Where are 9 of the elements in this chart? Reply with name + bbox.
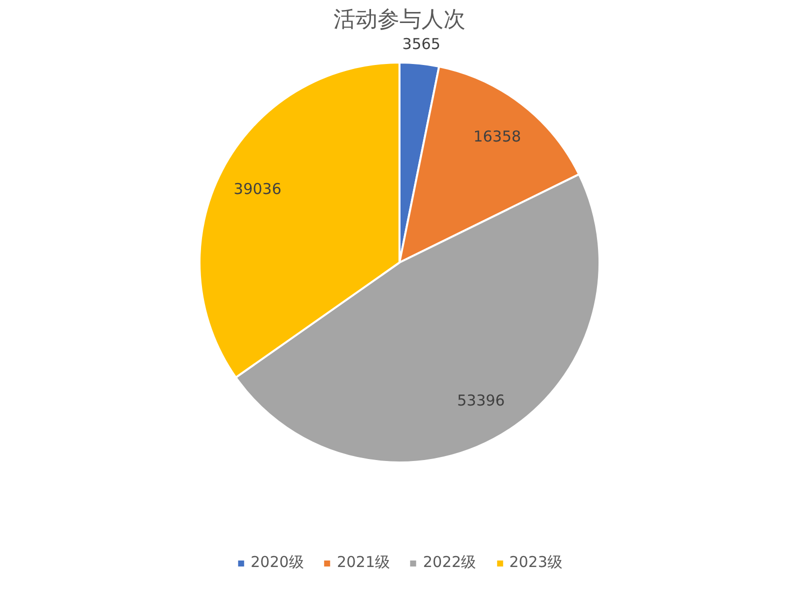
legend-label: 2023级 [509, 553, 562, 572]
legend-label: 2021级 [336, 553, 390, 572]
data-label: 53396 [457, 392, 505, 410]
data-label: 3565 [402, 35, 440, 54]
data-label: 16358 [473, 127, 522, 146]
chart-title: 活动参与人次 [334, 8, 466, 32]
legend-label: 2022级 [423, 553, 476, 572]
legend-label: 2020级 [250, 553, 304, 572]
data-label: 39036 [234, 180, 282, 198]
